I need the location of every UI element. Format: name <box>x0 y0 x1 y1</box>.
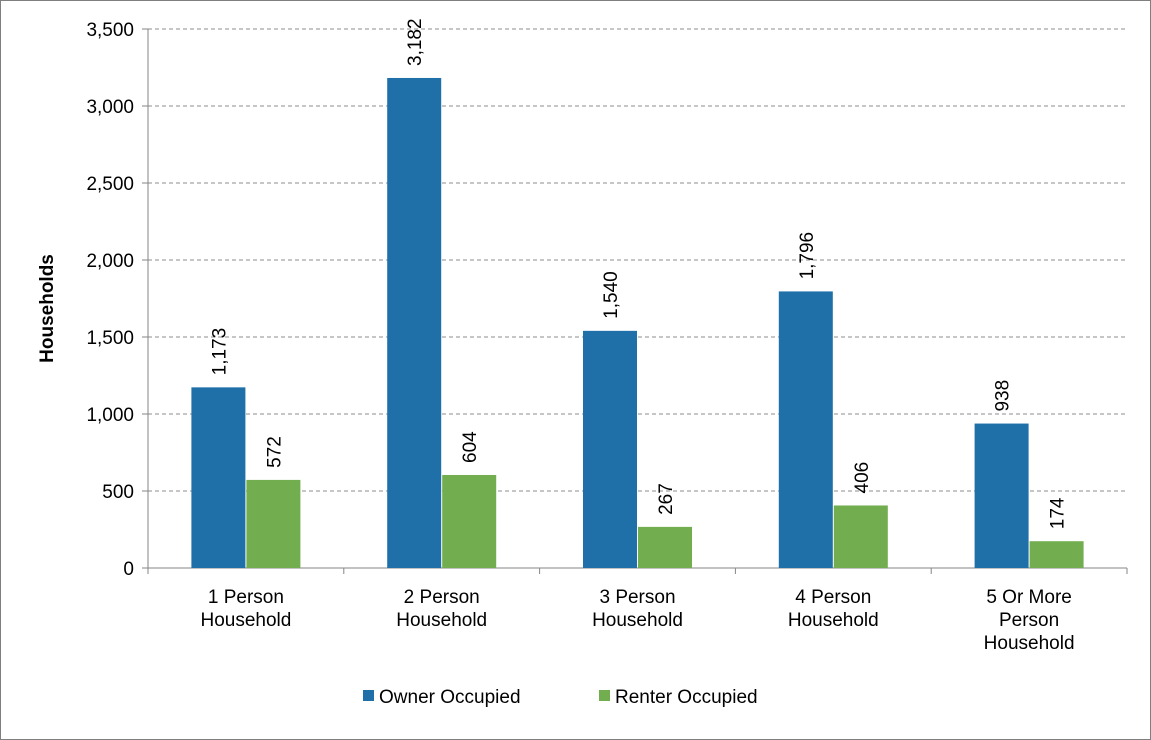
y-axis-title: Households <box>37 254 58 363</box>
bar-owner-occupied <box>778 291 833 568</box>
y-tick-label: 1,500 <box>86 328 134 349</box>
x-category-label-line: 4 Person <box>795 587 871 608</box>
y-tick-label: 1,000 <box>86 405 134 426</box>
data-label: 604 <box>460 431 481 463</box>
x-category-label-line: Household <box>592 610 683 631</box>
data-label: 1,173 <box>209 328 230 376</box>
bar-owner-occupied <box>974 423 1029 568</box>
y-tick-label: 2,500 <box>86 174 134 195</box>
x-category-label-line: Household <box>200 610 291 631</box>
x-category-label-line: Household <box>788 610 879 631</box>
x-category-label-line: 5 Or More <box>986 587 1072 608</box>
bar-renter-occupied <box>638 526 692 568</box>
y-tick-label: 0 <box>123 559 134 580</box>
data-labels: 1,173 572 3,182 604 1,540 267 1,796 406 938 174 <box>209 18 1068 529</box>
bar-renter-occupied <box>833 505 888 568</box>
x-category-label-line: Household <box>984 633 1075 654</box>
y-tick-label: 2,000 <box>86 251 134 272</box>
data-label: 938 <box>993 380 1014 412</box>
y-tick-label: 3,000 <box>86 97 134 118</box>
bars <box>191 77 1084 569</box>
x-category-label-line: 2 Person <box>404 587 480 608</box>
data-label: 174 <box>1048 497 1069 529</box>
data-label: 1,796 <box>797 232 818 280</box>
bar-renter-occupied <box>1029 541 1084 568</box>
gridlines <box>148 28 1127 492</box>
x-category-label-line: 3 Person <box>599 587 675 608</box>
legend-swatch <box>363 690 374 701</box>
x-category-label: 1 Person Household <box>200 587 291 631</box>
bar-owner-occupied <box>191 387 246 568</box>
axes: 0 500 1,000 1,500 2,000 2,500 3,000 3,500 1 Pers… <box>86 20 1128 654</box>
x-category-label: 4 Person Household <box>788 587 879 631</box>
legend: Owner Occupied Renter Occupied <box>363 687 758 708</box>
legend-swatch <box>599 690 610 701</box>
x-category-label: 3 Person Household <box>592 587 683 631</box>
x-category-label-line: Household <box>396 610 487 631</box>
data-label: 572 <box>264 436 285 468</box>
legend-label: Owner Occupied <box>379 687 521 708</box>
bar-renter-occupied <box>246 479 301 568</box>
x-category-label-line: Person <box>999 610 1059 631</box>
bar-renter-occupied <box>442 474 497 568</box>
y-tick-label: 3,500 <box>86 20 134 41</box>
data-label: 3,182 <box>405 18 426 66</box>
bar-owner-occupied <box>387 77 442 569</box>
x-category-label-line: 1 Person <box>208 587 284 608</box>
bar-owner-occupied <box>583 330 637 568</box>
y-tick-label: 500 <box>102 482 134 503</box>
legend-label: Renter Occupied <box>615 687 758 708</box>
data-label: 267 <box>656 483 677 515</box>
data-label: 1,540 <box>601 271 622 319</box>
x-category-label: 5 Or More Person Household <box>984 587 1075 654</box>
data-label: 406 <box>852 462 873 494</box>
x-category-label: 2 Person Household <box>396 587 487 631</box>
